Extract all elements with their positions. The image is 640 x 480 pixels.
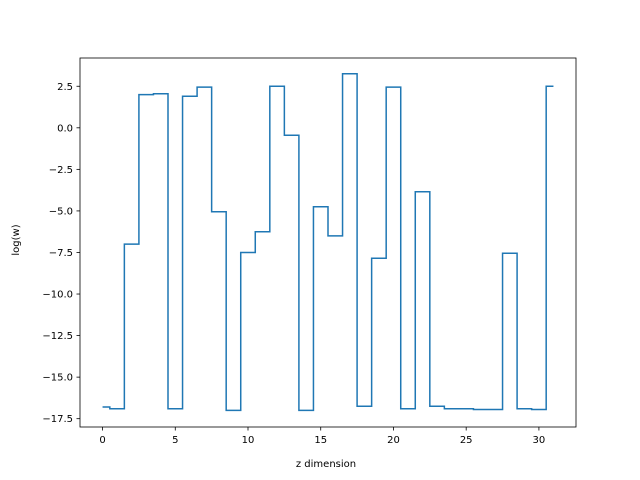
x-tick-label: 20 <box>387 435 400 446</box>
y-tick-label: −12.5 <box>42 331 73 342</box>
x-axis-ticks: 0 5 10 15 20 25 30 <box>99 427 545 446</box>
axes-frame <box>79 57 577 428</box>
y-tick-label: −17.5 <box>42 414 73 425</box>
y-axis-label: log(w) <box>11 224 22 255</box>
y-tick-label: 2.5 <box>57 82 73 93</box>
y-axis-ticks: 2.5 0.0 −2.5 −5.0 −7.5 −10.0 −12.5 −15.0 −17.5 <box>42 82 80 425</box>
y-tick-label: −7.5 <box>49 248 73 259</box>
x-tick-label: 30 <box>533 435 546 446</box>
x-tick-label: 0 <box>99 435 105 446</box>
x-tick-label: 15 <box>314 435 327 446</box>
x-axis-label: z dimension <box>296 459 356 470</box>
y-tick-label: 0.0 <box>57 123 73 134</box>
plot-area <box>79 57 577 428</box>
x-tick-label: 5 <box>172 435 178 446</box>
x-tick-label: 10 <box>242 435 255 446</box>
y-tick-label: −15.0 <box>42 373 73 384</box>
y-tick-label: −5.0 <box>49 206 73 217</box>
y-tick-label: −10.0 <box>42 290 73 301</box>
series-line-0 <box>102 73 554 412</box>
y-tick-label: −2.5 <box>49 165 73 176</box>
x-tick-label: 25 <box>460 435 473 446</box>
